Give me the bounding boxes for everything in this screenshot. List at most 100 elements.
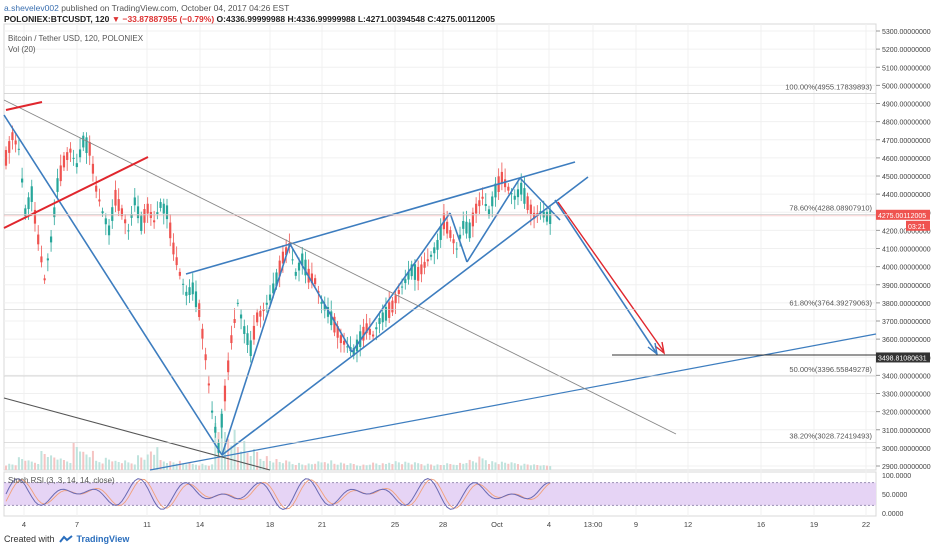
time-tick-label: 9 xyxy=(634,520,638,529)
candle-body xyxy=(291,259,294,261)
candle-body xyxy=(230,335,233,344)
candle-body xyxy=(153,220,156,223)
volume-bar xyxy=(488,464,490,470)
author-link[interactable]: a.shevelev002 xyxy=(4,3,59,13)
target-price-text: 3498.81080631 xyxy=(878,355,927,362)
volume-bar xyxy=(114,460,117,470)
last-price-marker xyxy=(876,209,930,220)
candle-body xyxy=(246,333,249,345)
volume-bar xyxy=(452,464,455,470)
candle-body xyxy=(314,278,317,285)
candle-body xyxy=(169,222,172,239)
volume-bar xyxy=(285,460,288,470)
candle-body xyxy=(21,178,24,183)
candle-body xyxy=(468,222,471,239)
price-candles xyxy=(4,125,552,457)
fib-level-label: 38.20%(3028.72419493) xyxy=(789,432,872,441)
candle-body xyxy=(330,311,333,326)
candle-body xyxy=(33,209,37,224)
trendline-wave-end xyxy=(519,177,561,221)
candle-body xyxy=(66,152,69,160)
volume-bar xyxy=(320,462,323,470)
candle-body xyxy=(417,267,420,281)
price-tick-label: 3200.00000000 xyxy=(882,410,931,417)
candle-body xyxy=(72,157,75,159)
candle-body xyxy=(62,155,66,168)
candle-body xyxy=(191,282,194,295)
volume-bar xyxy=(397,462,400,470)
candle-body xyxy=(404,279,407,284)
candle-body xyxy=(529,204,532,215)
volume-bar xyxy=(430,464,433,470)
fib-level-label: 78.60%(4288.08907910) xyxy=(789,203,872,212)
candle-body xyxy=(378,318,381,324)
candle-body xyxy=(207,383,210,386)
tradingview-brand[interactable]: TradingView xyxy=(76,534,130,544)
volume-bar xyxy=(372,462,375,470)
volume-bar xyxy=(269,461,272,470)
volume-bar xyxy=(11,464,14,470)
candle-body xyxy=(516,189,520,198)
volume-bar xyxy=(91,450,94,470)
red-channel-line-2 xyxy=(5,101,43,111)
volume-bar xyxy=(211,464,214,470)
volume-bar xyxy=(117,462,120,470)
candle-body xyxy=(346,346,349,348)
time-tick-label: 22 xyxy=(862,520,870,529)
volume-bar xyxy=(442,465,445,470)
candle-body xyxy=(526,196,529,211)
axes: 5300.00000000 5200.00000000 5100.00000000 5… xyxy=(22,29,931,529)
volume-bar xyxy=(368,464,371,470)
time-tick-label: Oct xyxy=(491,520,504,529)
time-tick-label: 25 xyxy=(391,520,399,529)
stoch-d-line xyxy=(5,478,551,510)
volume-bar xyxy=(304,465,307,470)
volume-bar xyxy=(249,456,252,470)
candle-body xyxy=(510,193,513,195)
candle-body xyxy=(17,148,20,150)
red-target-arrow xyxy=(557,201,665,353)
candle-body xyxy=(243,326,246,334)
candle-body xyxy=(420,264,423,275)
volume-bar xyxy=(201,463,204,470)
candle-body xyxy=(333,316,336,333)
stoch-tick-label: 0.0000 xyxy=(882,511,904,518)
volume-bar xyxy=(536,465,539,470)
volume-bar xyxy=(262,461,265,470)
candle-body xyxy=(120,208,124,217)
candle-body xyxy=(326,307,330,317)
candle-body xyxy=(310,273,313,284)
volume-bar xyxy=(423,465,426,470)
volume-bar xyxy=(259,458,262,470)
volume-bar xyxy=(343,463,346,470)
volume-bar xyxy=(278,462,281,470)
candle-body xyxy=(381,312,384,323)
long-support-line xyxy=(149,333,877,471)
volume-bar xyxy=(17,457,20,470)
candle-body xyxy=(471,212,474,227)
candle-body xyxy=(136,206,140,219)
volume-bar xyxy=(378,465,381,470)
volume-bar xyxy=(214,423,217,470)
tradingview-logo-icon xyxy=(58,534,73,544)
candle-body xyxy=(413,264,417,280)
candle-body xyxy=(301,253,304,266)
candle-body xyxy=(239,314,243,319)
volume-bar xyxy=(542,465,545,470)
candle-body xyxy=(133,197,136,206)
candle-body xyxy=(104,218,107,225)
time-tick-label: 4 xyxy=(547,520,551,529)
time-tick-label: 16 xyxy=(757,520,765,529)
candle-body xyxy=(268,294,272,301)
candle-body xyxy=(455,248,458,250)
volume-bar xyxy=(40,451,43,470)
candle-body xyxy=(159,202,162,208)
candle-body xyxy=(365,323,368,334)
candle-body xyxy=(320,301,323,304)
volume-bar xyxy=(291,464,294,470)
volume-bar xyxy=(433,465,436,470)
candle-body xyxy=(162,203,165,214)
volume-bar xyxy=(478,456,481,470)
volume-bar xyxy=(240,451,243,470)
